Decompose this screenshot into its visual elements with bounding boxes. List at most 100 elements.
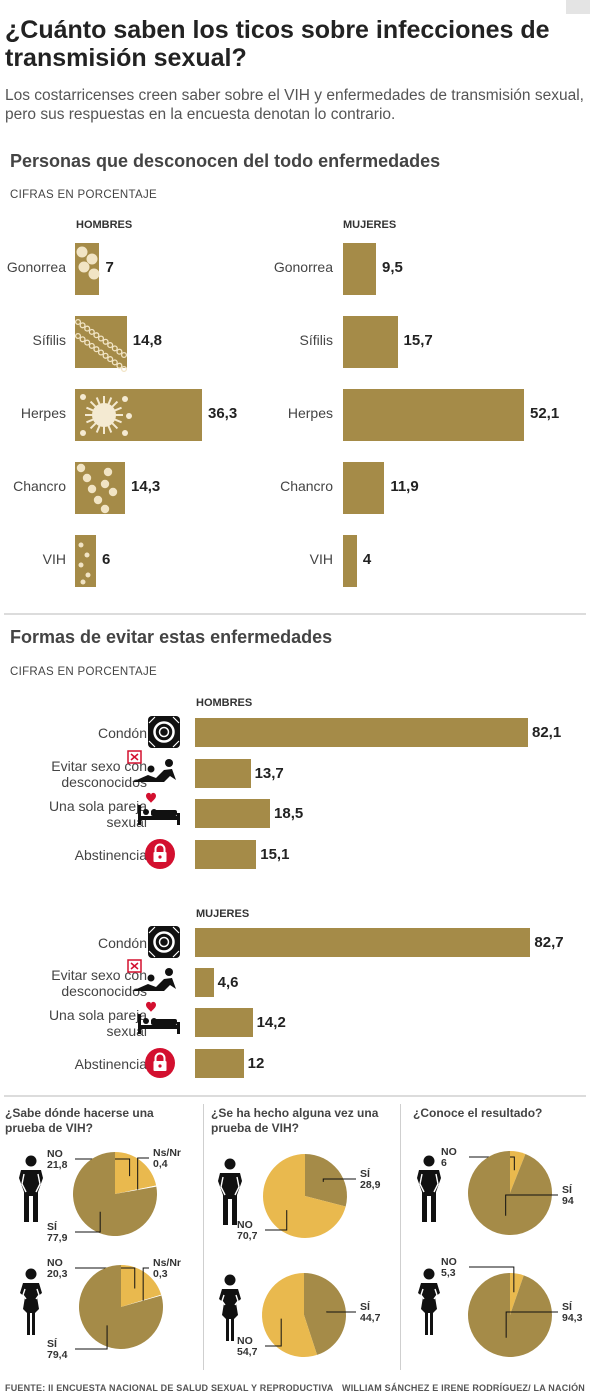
man-icon [417, 1155, 441, 1222]
pie-label-value: 20,3 [47, 1268, 68, 1280]
bar [75, 462, 126, 514]
bar [343, 243, 376, 295]
pie-slice [467, 1273, 552, 1357]
question-had-test: ¿Se ha hecho alguna vez una prueba de VI… [211, 1106, 379, 1135]
pie-slice [305, 1154, 348, 1207]
woman-icon [20, 1268, 42, 1335]
pie-slice [72, 1152, 157, 1236]
bar-value-label: 15,7 [403, 332, 433, 349]
pie-label-name: NO [441, 1146, 457, 1158]
pie-slice [79, 1265, 163, 1350]
footer-source: FUENTE: II ENCUESTA NACIONAL DE SALUD SE… [5, 1383, 334, 1393]
pie-label-name: SÍ [562, 1301, 572, 1313]
pie-label: SÍ 94,3 [562, 1302, 582, 1324]
microbe-illustration [74, 318, 128, 373]
bar-value-label: 6 [101, 551, 111, 568]
condom-icon [148, 716, 180, 748]
lock-icon [145, 1048, 175, 1078]
bar-value-label: 14,3 [131, 478, 161, 495]
bar-value-label: 12 [247, 1055, 265, 1072]
pie-label-name: NO [441, 1256, 457, 1268]
pie-label-name: NO [237, 1219, 253, 1231]
pie-slice [115, 1152, 157, 1194]
bar-value-label: 36,3 [208, 405, 238, 422]
pie-slice [304, 1273, 347, 1355]
bar-value-label: 14,2 [256, 1014, 286, 1031]
category-label: Herpes [20, 405, 66, 421]
section-divider-2 [4, 1095, 586, 1097]
lock-icon [145, 839, 175, 869]
category-label: Condón [97, 725, 147, 741]
category-label: Abstinencia [74, 1056, 147, 1072]
pie-slice [263, 1154, 346, 1238]
bar [195, 759, 251, 788]
condom-icon [148, 926, 180, 958]
bar-value-label: 18,5 [274, 805, 304, 822]
pie-label: SÍ 94 [562, 1185, 574, 1207]
bar [75, 243, 100, 295]
pie-label: SÍ 28,9 [360, 1169, 380, 1191]
category-label: Gonorrea [6, 259, 66, 275]
category-label: Sífilis [32, 332, 66, 348]
category-label: Herpes [287, 405, 333, 421]
bar [195, 1049, 244, 1078]
page-subtitle: Los costarricenses creen saber sobre el … [5, 87, 584, 123]
top-bar [0, 0, 590, 14]
pie-label: NO 20,3 [47, 1258, 67, 1280]
pie-label: NO 6 [441, 1147, 457, 1169]
bar [195, 799, 271, 828]
column-divider [400, 1104, 401, 1370]
woman-icon [418, 1268, 440, 1335]
category-label: Sífilis [299, 332, 333, 348]
pie-label: NO 54,7 [237, 1336, 257, 1358]
pie-label-value: 21,8 [47, 1159, 68, 1171]
man-icon [19, 1155, 43, 1222]
question-know-result: ¿Conoce el resultado? [413, 1106, 543, 1120]
pie-leader-line [75, 1211, 101, 1233]
pie-label: SÍ 44,7 [360, 1302, 380, 1324]
bar [74, 316, 128, 373]
pie-label-name: Ns/Nr [153, 1257, 182, 1269]
pie-label-name: NO [47, 1257, 63, 1269]
column-divider [203, 1104, 204, 1370]
pie-label-value: 28,9 [360, 1179, 381, 1191]
pie-label-value: 94 [562, 1195, 574, 1207]
pie-label-name: NO [237, 1335, 253, 1347]
pie-label: NO 21,8 [47, 1149, 67, 1171]
category-label: Evitar sexo con desconocidos [51, 758, 147, 790]
category-label: Una sola pareja sexual [48, 798, 147, 830]
pie-label-value: 77,9 [47, 1232, 68, 1244]
bar-value-label: 15,1 [260, 846, 290, 863]
microbe-illustration [80, 394, 132, 436]
pie-label-value: 5,3 [441, 1267, 456, 1279]
section1-unit: CIFRAS EN PORCENTAJE [10, 189, 157, 201]
category-label: Chancro [13, 478, 66, 494]
section1-women-label: MUJERES [343, 219, 397, 231]
bar-value-label: 9,5 [382, 259, 403, 276]
bar-value-label: 52,1 [530, 405, 560, 422]
pie-leader-line [75, 1325, 108, 1350]
category-label: Chancro [280, 478, 333, 494]
section2-men-label: HOMBRES [196, 697, 253, 709]
pie-slice [262, 1273, 318, 1357]
pie-label: Ns/Nr 0,4 [153, 1148, 181, 1170]
pie-leader-line [505, 1194, 558, 1216]
bar-value-label: 4 [362, 551, 372, 568]
section1-title: Personas que desconocen del todo enferme… [10, 151, 441, 171]
pie-label-name: SÍ [360, 1168, 370, 1180]
pie-leader-line [142, 1267, 149, 1301]
bar-value-label: 13,7 [254, 765, 284, 782]
heart-icon [146, 1001, 156, 1012]
pie-leader-line [469, 1156, 515, 1171]
microbe-illustration [78, 542, 91, 585]
bar [343, 535, 357, 587]
bar-value-label: 11,9 [390, 478, 419, 495]
pie-leader-line [75, 1267, 136, 1289]
pie-label-value: 54,7 [237, 1346, 258, 1358]
bar [343, 462, 385, 514]
